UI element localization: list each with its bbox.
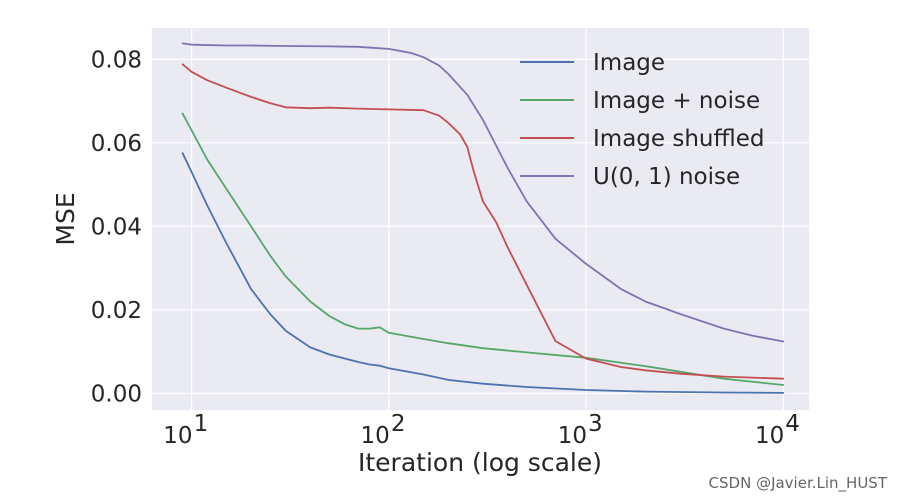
legend-label: Image shuffled (593, 126, 764, 152)
legend-label: Image + noise (593, 88, 760, 114)
x-axis-title: Iteration (log scale) (358, 448, 602, 477)
legend-label: U(0, 1) noise (593, 164, 740, 190)
legend-label: Image (593, 50, 665, 76)
x-tick-label: 10 2 (361, 411, 406, 449)
y-tick-label: 0.04 (91, 214, 142, 240)
legend-item: Image + noise (520, 88, 760, 114)
legend-item: Image shuffled (520, 126, 764, 152)
x-axis-ticks: 10 1 10 2 10 3 10 4 (163, 411, 800, 449)
y-axis-title: MSE (51, 192, 80, 245)
watermark: CSDN @Javier.Lin_HUST (708, 474, 887, 492)
x-tick-exponent: 1 (194, 411, 209, 437)
series-lines (181, 42, 785, 394)
x-tick-base: 10 (361, 423, 390, 449)
x-tick-label: 10 1 (163, 411, 208, 449)
series-line (181, 112, 785, 386)
legend: Image Image + noise Image shuffled U(0, 1) … (520, 50, 764, 190)
x-tick-label: 10 4 (755, 411, 800, 449)
series-line (181, 152, 785, 394)
y-tick-label: 0.08 (91, 47, 142, 73)
plot-background (152, 28, 809, 410)
x-tick-label: 10 3 (558, 411, 603, 449)
legend-item: U(0, 1) noise (520, 164, 740, 190)
x-tick-base: 10 (558, 423, 587, 449)
x-tick-base: 10 (163, 423, 192, 449)
x-tick-exponent: 2 (391, 411, 406, 437)
series-line (181, 63, 785, 380)
grid (152, 28, 809, 410)
x-tick-base: 10 (755, 423, 784, 449)
y-tick-label: 0.02 (91, 298, 142, 324)
y-tick-label: 0.06 (91, 131, 142, 157)
y-axis-ticks: 0.00 0.02 0.04 0.06 0.08 (91, 47, 142, 407)
series-line (181, 42, 785, 343)
x-tick-exponent: 4 (785, 411, 800, 437)
x-tick-exponent: 3 (588, 411, 603, 437)
y-tick-label: 0.00 (91, 381, 142, 407)
legend-item: Image (520, 50, 665, 76)
